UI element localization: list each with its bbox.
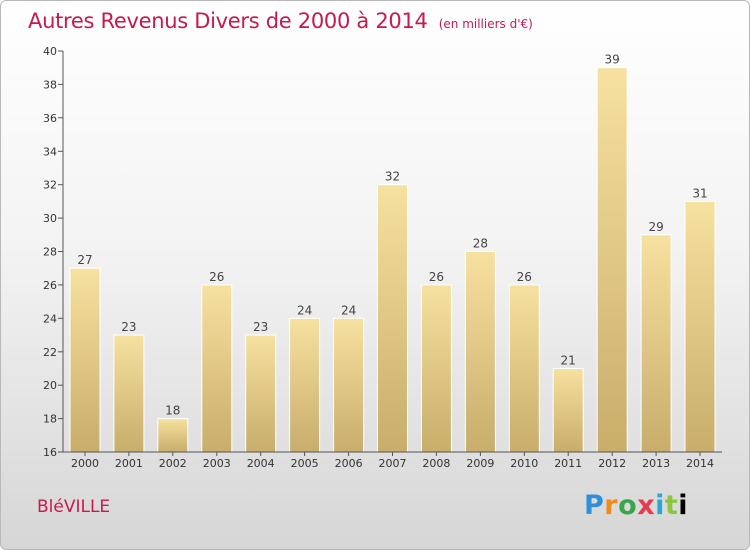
value-label: 23 (253, 320, 268, 334)
bar-2002 (157, 418, 189, 453)
y-tick-label: 28 (43, 246, 57, 259)
value-label: 24 (341, 303, 356, 317)
axes-layer: 2000 2001 2002 2003 2004 2005 2006 2007 2008 2009… (43, 45, 722, 470)
commune-name: BléVILLE (37, 497, 111, 517)
chart-title: Autres Revenus Divers de 2000 à 2014 (28, 9, 428, 33)
title-row: Autres Revenus Divers de 2000 à 2014 (en… (28, 9, 533, 33)
bar-2010 (508, 284, 540, 453)
y-tick-label: 36 (43, 112, 57, 125)
value-label: 24 (297, 303, 312, 317)
y-tick-label: 16 (43, 446, 57, 459)
x-tick-label: 2012 (598, 457, 626, 470)
x-tick-label: 2004 (247, 457, 275, 470)
bar-2001 (113, 334, 145, 453)
value-label: 26 (209, 270, 224, 284)
bar-2006 (333, 317, 365, 453)
bar-2008 (420, 284, 452, 453)
y-tick-label: 18 (43, 413, 57, 426)
bar-2009 (464, 251, 496, 453)
bar-2005 (289, 317, 321, 453)
x-tick-label: 2009 (466, 457, 494, 470)
value-label: 29 (648, 220, 663, 234)
x-tick-label: 2006 (335, 457, 363, 470)
x-tick-label: 2002 (159, 457, 187, 470)
value-label: 26 (429, 270, 444, 284)
value-label: 26 (517, 270, 532, 284)
value-label: 32 (385, 170, 400, 184)
value-label: 23 (121, 320, 136, 334)
value-label: 27 (77, 253, 92, 267)
bar-2003 (201, 284, 233, 453)
y-tick-label: 20 (43, 379, 57, 392)
proxiti-logo: Proxiti (584, 490, 689, 521)
value-label: 28 (473, 237, 488, 251)
value-label: 39 (605, 53, 620, 67)
bar-2004 (245, 334, 277, 453)
bars-layer: 27 23 18 26 23 24 24 32 26 28 26 21 39 29 31 (69, 53, 716, 453)
x-tick-label: 2010 (510, 457, 538, 470)
value-label: 31 (692, 186, 707, 200)
x-tick-label: 2014 (686, 457, 714, 470)
x-tick-label: 2007 (379, 457, 407, 470)
x-tick-label: 2008 (422, 457, 450, 470)
y-tick-label: 34 (43, 145, 57, 158)
bar-2012 (596, 67, 628, 453)
y-tick-label: 24 (43, 312, 57, 325)
y-tick-label: 26 (43, 279, 57, 292)
bar-2014 (684, 200, 716, 453)
bar-2013 (640, 234, 672, 453)
x-tick-label: 2013 (642, 457, 670, 470)
x-tick-label: 2001 (115, 457, 143, 470)
bar-2011 (552, 368, 584, 453)
y-tick-label: 32 (43, 179, 57, 192)
y-tick-label: 22 (43, 346, 57, 359)
chart-unit: (en milliers d'€) (438, 17, 533, 31)
y-tick-label: 40 (43, 45, 57, 58)
value-label: 18 (165, 404, 180, 418)
x-tick-label: 2003 (203, 457, 231, 470)
bar-2007 (377, 184, 408, 453)
bar-2000 (69, 267, 101, 453)
x-tick-label: 2005 (291, 457, 319, 470)
y-tick-label: 30 (43, 212, 57, 225)
x-tick-label: 2011 (554, 457, 582, 470)
y-tick-label: 38 (43, 78, 57, 91)
value-label: 21 (561, 354, 576, 368)
x-tick-label: 2000 (71, 457, 99, 470)
